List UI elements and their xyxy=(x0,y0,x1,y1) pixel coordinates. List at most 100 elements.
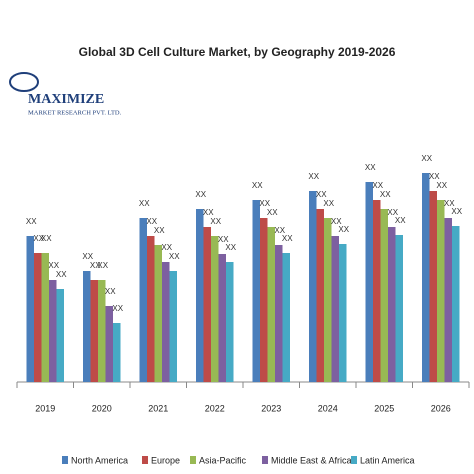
logo-subtitle: MARKET RESEARCH PVT. LTD. xyxy=(28,109,122,116)
data-label: XX xyxy=(210,217,221,226)
data-label: XX xyxy=(421,154,432,163)
bar xyxy=(90,280,98,382)
data-label: XX xyxy=(90,261,101,270)
bar xyxy=(365,182,373,382)
bar xyxy=(34,253,42,382)
data-label: XX xyxy=(365,163,376,172)
data-label: XX xyxy=(56,270,67,279)
x-tick-label: 2024 xyxy=(318,403,338,413)
x-tick-label: 2020 xyxy=(92,403,112,413)
bar xyxy=(324,218,332,382)
bar xyxy=(169,271,177,382)
x-tick-label: 2022 xyxy=(205,403,225,413)
data-label: XX xyxy=(41,234,52,243)
bar xyxy=(252,200,260,382)
data-label: XX xyxy=(308,172,319,181)
legend-swatch xyxy=(142,456,148,464)
bar xyxy=(162,262,170,382)
bar xyxy=(452,226,460,382)
bar xyxy=(196,209,204,382)
legend-swatch xyxy=(62,456,68,464)
data-label: XX xyxy=(146,217,157,226)
bar xyxy=(275,245,283,382)
logo-mark xyxy=(9,72,39,92)
bar xyxy=(267,227,275,382)
bar xyxy=(203,227,211,382)
data-label: XX xyxy=(218,235,229,244)
data-label: XX xyxy=(316,190,327,199)
data-label: XX xyxy=(112,304,123,313)
bar xyxy=(388,227,396,382)
data-label: XX xyxy=(26,217,37,226)
bar xyxy=(380,209,388,382)
bar xyxy=(98,280,106,382)
data-label: XX xyxy=(259,199,270,208)
bar xyxy=(437,200,445,382)
data-label: XX xyxy=(387,208,398,217)
data-label: XX xyxy=(48,261,59,270)
legend-swatch xyxy=(262,456,268,464)
bar xyxy=(260,218,268,382)
x-tick-label: 2019 xyxy=(35,403,55,413)
data-label: XX xyxy=(139,199,150,208)
legend-swatch xyxy=(190,456,196,464)
data-label: XX xyxy=(267,208,278,217)
data-label: XX xyxy=(380,190,391,199)
legend-label: Asia-Pacific xyxy=(199,455,247,465)
bar xyxy=(56,289,64,382)
data-label: XX xyxy=(323,199,334,208)
data-label: XX xyxy=(82,252,93,261)
legend-label: Latin America xyxy=(360,455,415,465)
data-label: XX xyxy=(252,181,263,190)
legend-label: Europe xyxy=(151,455,180,465)
bar xyxy=(113,323,121,382)
legend-label: Middle East & Africa xyxy=(271,455,352,465)
data-label: XX xyxy=(203,208,214,217)
data-label: XX xyxy=(436,181,447,190)
data-label: XX xyxy=(274,226,285,235)
bar xyxy=(83,271,91,382)
bar xyxy=(339,244,347,382)
bar xyxy=(49,280,57,382)
bar xyxy=(316,209,324,382)
legend-swatch xyxy=(351,456,357,464)
chart-title: Global 3D Cell Culture Market, by Geogra… xyxy=(79,45,396,59)
data-label: XX xyxy=(105,287,116,296)
bar xyxy=(139,218,147,382)
data-label: XX xyxy=(154,226,165,235)
bar xyxy=(373,200,381,382)
data-label: XX xyxy=(195,190,206,199)
bar xyxy=(105,306,113,382)
data-label: XX xyxy=(372,181,383,190)
data-label: XX xyxy=(97,261,108,270)
data-label: XX xyxy=(161,243,172,252)
data-label: XX xyxy=(169,252,180,261)
x-tick-label: 2026 xyxy=(431,403,451,413)
bar xyxy=(282,253,290,382)
legend-label: North America xyxy=(71,455,128,465)
bar xyxy=(444,218,452,382)
data-label: XX xyxy=(33,234,44,243)
bar xyxy=(41,253,49,382)
x-tick-label: 2021 xyxy=(148,403,168,413)
logo: MAXIMIZE MARKET RESEARCH PVT. LTD. xyxy=(9,72,122,116)
logo-name: MAXIMIZE xyxy=(28,92,104,107)
bar xyxy=(331,236,339,382)
data-label: XX xyxy=(331,217,342,226)
data-label: XX xyxy=(395,216,406,225)
bar xyxy=(154,245,162,382)
data-label: XX xyxy=(444,199,455,208)
x-tick-label: 2025 xyxy=(374,403,394,413)
bar xyxy=(26,236,34,382)
data-label: XX xyxy=(338,225,349,234)
bar xyxy=(395,235,403,382)
data-label: XX xyxy=(451,207,462,216)
bar xyxy=(226,262,234,382)
data-label: XX xyxy=(429,172,440,181)
data-label: XX xyxy=(225,243,236,252)
bar xyxy=(218,254,226,382)
bar xyxy=(422,173,430,382)
bar xyxy=(147,236,155,382)
